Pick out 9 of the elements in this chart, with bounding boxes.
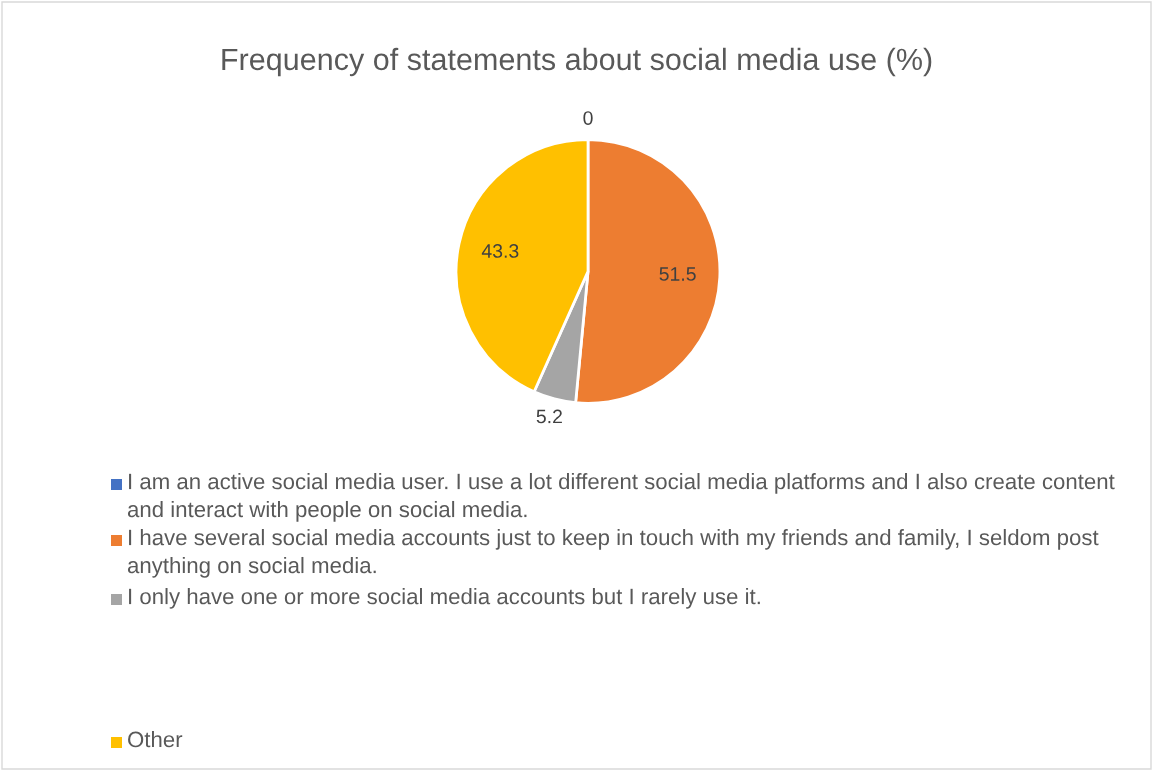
legend-label: I am an active social media user. I use a lot different social media platforms and I also create content and interact with people on social media. xyxy=(127,473,1115,522)
text: 0 xyxy=(583,111,593,125)
chart-title: Frequency of statements about social media use (%) xyxy=(222,47,932,77)
legend-label: Other xyxy=(128,731,183,748)
legend-label: I have several social media accounts just to keep in touch with my friends and family, I seldom post anything on social media. xyxy=(127,529,1099,578)
data-label: 43.3 xyxy=(481,244,519,258)
data-label: 5.2 xyxy=(536,409,562,424)
data-label: 51.5 xyxy=(659,267,696,281)
legend-label: I only have one or more social media accounts but I rarely use it. xyxy=(129,588,760,609)
